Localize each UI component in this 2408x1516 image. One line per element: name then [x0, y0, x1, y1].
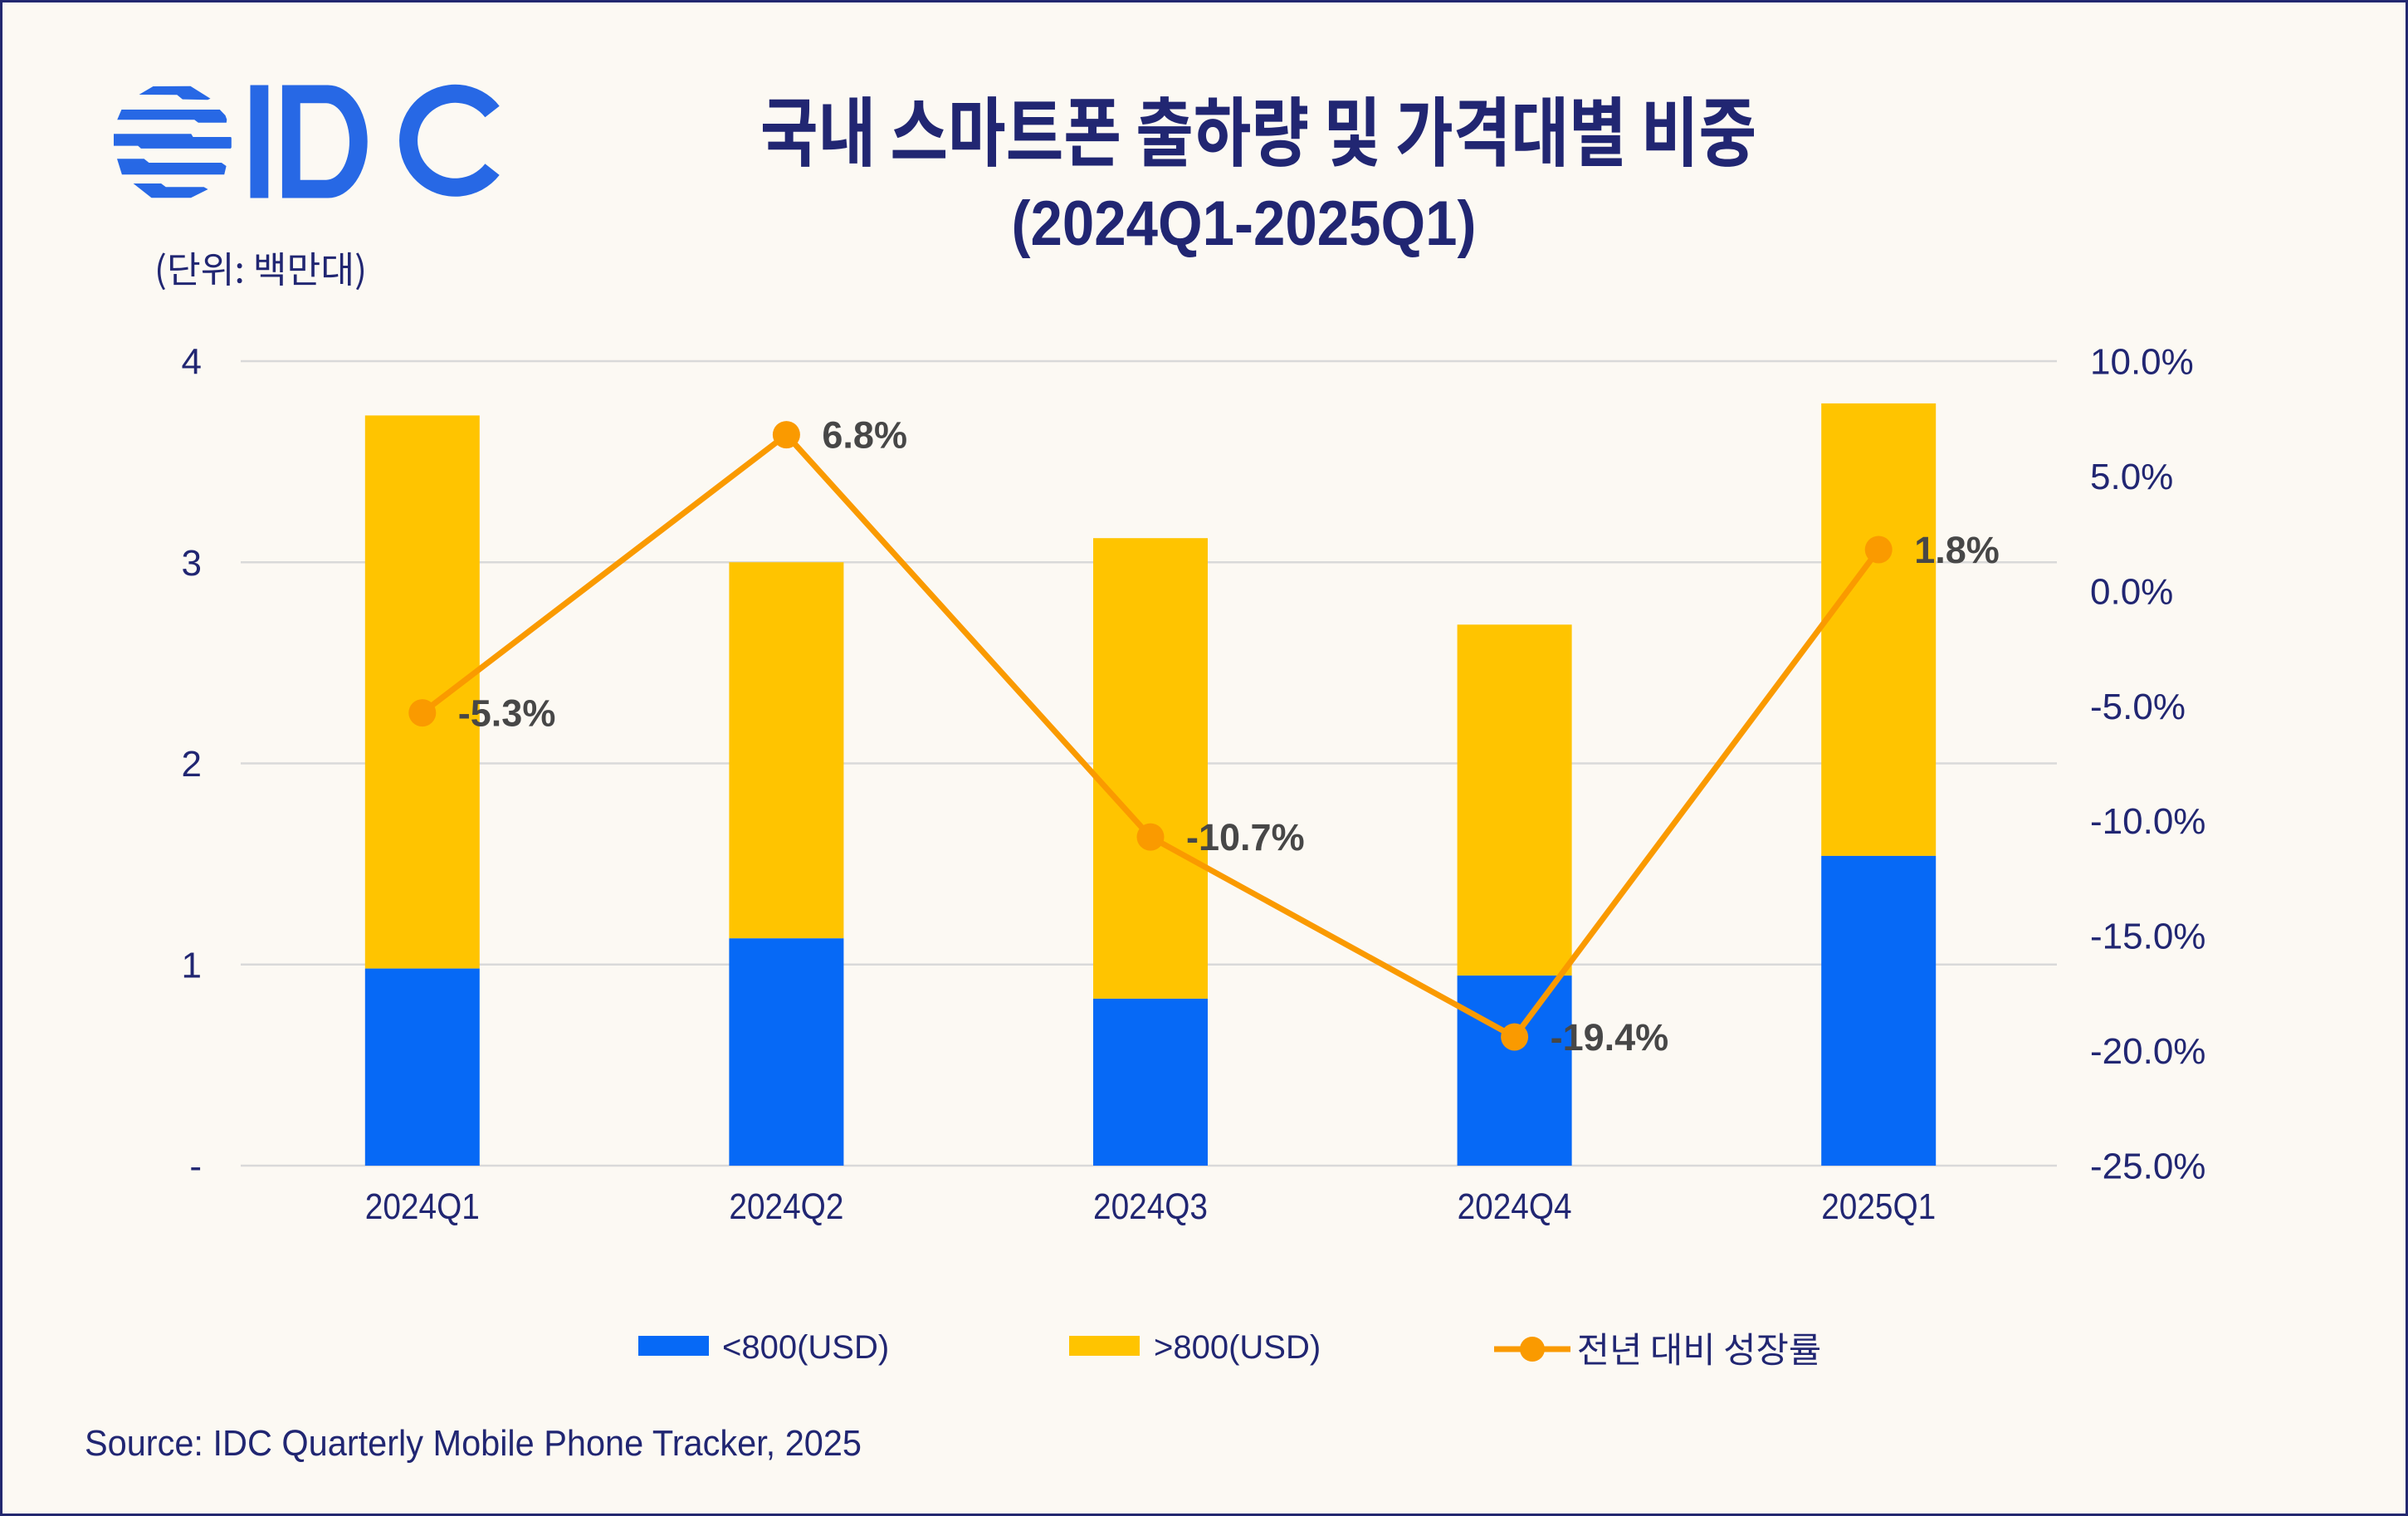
svg-text:Source: IDC Quarterly Mobile P: Source: IDC Quarterly Mobile Phone Track… [85, 1423, 862, 1464]
svg-text:(2024Q1-2025Q1): (2024Q1-2025Q1) [1012, 188, 1477, 259]
svg-text:-19.4%: -19.4% [1551, 1016, 1669, 1059]
svg-text:1: 1 [182, 945, 202, 985]
svg-text:1.8%: 1.8% [1914, 529, 2000, 571]
svg-text:-10.7%: -10.7% [1186, 816, 1305, 858]
svg-text:>800(USD): >800(USD) [1154, 1329, 1321, 1366]
svg-text:0.0%: 0.0% [2090, 571, 2173, 612]
svg-text:4: 4 [182, 342, 202, 383]
svg-text:2024Q2: 2024Q2 [729, 1186, 843, 1227]
svg-text:-5.3%: -5.3% [458, 692, 556, 735]
svg-text:2025Q1: 2025Q1 [1821, 1186, 1936, 1227]
svg-text:-15.0%: -15.0% [2090, 917, 2205, 957]
svg-text:2024Q4: 2024Q4 [1458, 1186, 1572, 1227]
svg-text:-5.0%: -5.0% [2090, 687, 2186, 727]
svg-text:3: 3 [182, 543, 202, 584]
svg-text:-10.0%: -10.0% [2090, 801, 2205, 842]
svg-text:-20.0%: -20.0% [2090, 1031, 2205, 1072]
svg-text:6.8%: 6.8% [822, 414, 907, 457]
svg-text:10.0%: 10.0% [2090, 342, 2194, 383]
svg-text:2: 2 [182, 744, 202, 785]
svg-text:5.0%: 5.0% [2090, 457, 2173, 497]
svg-text:<800(USD): <800(USD) [722, 1329, 889, 1366]
svg-text:-25.0%: -25.0% [2090, 1147, 2205, 1187]
svg-text:2024Q3: 2024Q3 [1093, 1186, 1208, 1227]
svg-text:2024Q1: 2024Q1 [365, 1186, 480, 1227]
svg-text:-: - [189, 1147, 202, 1187]
